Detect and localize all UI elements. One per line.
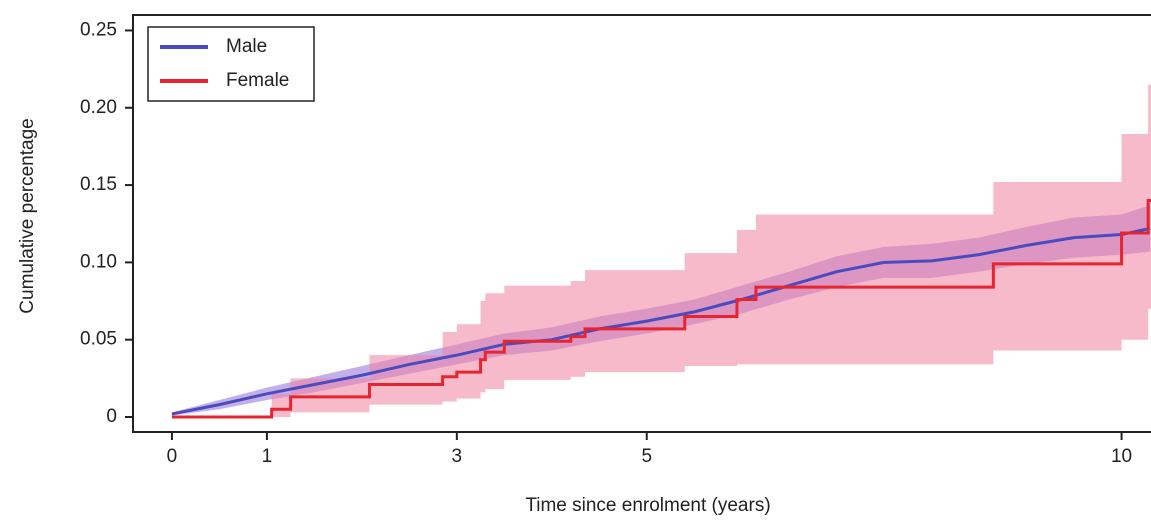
lines (171, 199, 1151, 419)
legend-label: Male (226, 36, 267, 57)
legend-label: Female (226, 70, 289, 91)
legend-box (147, 26, 315, 102)
x-tick-label: 10 (1111, 446, 1132, 467)
legend: Male Female (160, 36, 289, 91)
confidence-band (171, 84, 1151, 418)
x-tick-label: 3 (452, 446, 463, 467)
axes-frame (132, 14, 1151, 433)
series-line (171, 199, 1151, 419)
x-tick-label: 1 (262, 446, 273, 467)
series-line (171, 226, 1151, 416)
y-tick-label: 0.25 (80, 19, 117, 40)
y-tick-label: 0.05 (80, 329, 117, 350)
y-tick-label: 0 (106, 406, 117, 427)
y-tick-label: 0.20 (80, 97, 117, 118)
y-tick-label: 0.15 (80, 174, 117, 195)
x-tick-label: 0 (167, 446, 178, 467)
x-tick-label: 5 (641, 446, 652, 467)
y-tick-label: 0.10 (80, 251, 117, 272)
x-axis-label: Time since enrolment (years) (525, 495, 770, 516)
y-axis-label: Cumulative percentage (17, 118, 38, 313)
